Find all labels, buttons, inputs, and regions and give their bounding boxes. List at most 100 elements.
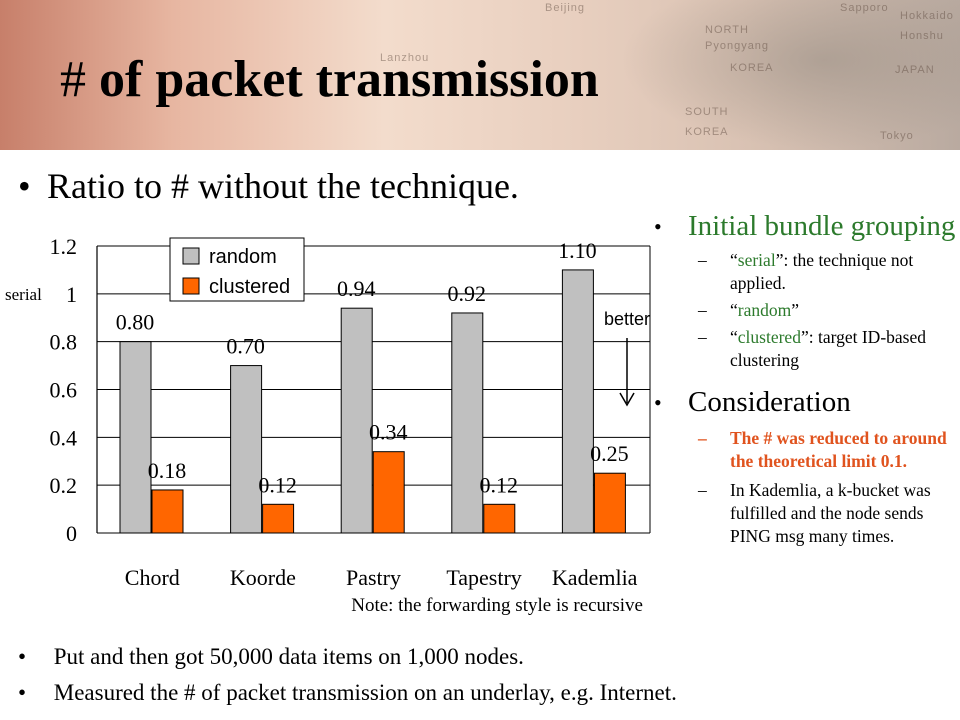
random-word: random	[737, 300, 792, 320]
x-axis-ticks: Chord Koorde Pastry Tapestry Kademlia	[125, 565, 638, 590]
chart-bars	[119, 269, 626, 534]
legend-label-random: random	[209, 246, 277, 268]
quote-open: “	[730, 300, 738, 320]
legend-swatch-clustered	[182, 277, 200, 295]
dash-marker: –	[698, 300, 707, 320]
map-label: Pyongyang	[705, 40, 770, 52]
y-tick-label: 0.6	[50, 378, 78, 403]
consideration-heading: • Consideration	[652, 386, 957, 419]
y-tick-label: 0	[66, 521, 77, 546]
y-tick-label: 1	[66, 282, 77, 307]
clustered-definition: – “clustered”: target ID-based clusterin…	[652, 326, 957, 372]
chart-legend: random clustered	[169, 237, 305, 302]
bar-clustered	[483, 503, 516, 534]
top-bullet-text: Ratio to # without the technique.	[47, 166, 519, 206]
map-label: SOUTH	[685, 106, 729, 118]
x-tick-label: Tapestry	[446, 565, 521, 590]
bar-value-label: 0.25	[590, 441, 629, 466]
map-label: KOREA	[685, 126, 729, 138]
map-label: NORTH	[705, 24, 749, 36]
bullet-marker: •	[18, 680, 27, 705]
better-arrow-head	[619, 392, 635, 407]
map-label: KOREA	[730, 62, 774, 74]
reduced-note-text: The # was reduced to around the theoreti…	[730, 428, 947, 471]
quote-open: “	[730, 327, 738, 347]
quote-open: “	[730, 250, 738, 270]
bar-random	[561, 269, 594, 534]
bar-random	[451, 312, 484, 534]
bar-chart: 00.20.40.60.811.2 0.800.180.700.120.940.…	[5, 234, 651, 616]
header-banner: Beijing NORTH Pyongyang KOREA JAPAN SOUT…	[0, 0, 960, 150]
bar-value-label: 0.12	[258, 472, 297, 497]
consideration-text: Consideration	[688, 386, 851, 418]
dash-marker: –	[698, 250, 707, 270]
y-tick-label: 0.8	[50, 330, 78, 355]
serial-rest: ”: the technique not applied.	[730, 250, 914, 293]
map-label: Beijing	[545, 2, 586, 14]
bar-random	[230, 365, 263, 534]
bullet-marker: •	[18, 166, 31, 206]
y-tick-label: 1.2	[50, 234, 78, 259]
bar-random	[340, 307, 373, 534]
bottom-bullet-2: • Measured the # of packet transmission …	[18, 680, 677, 706]
bar-clustered	[151, 489, 184, 534]
map-label: Hokkaido	[900, 10, 954, 22]
bar-value-label: 0.18	[148, 458, 187, 483]
bar-random	[119, 341, 152, 534]
bar-value-label: 1.10	[558, 238, 597, 263]
dash-marker: –	[698, 327, 707, 347]
bottom-bullet-2-text: Measured the # of packet transmission on…	[53, 680, 677, 705]
clustered-rest: ”: target ID-based clustering	[730, 327, 926, 370]
legend-swatch-random	[182, 247, 200, 265]
bottom-bullet-1: • Put and then got 50,000 data items on …	[18, 644, 524, 670]
bullet-marker: •	[654, 390, 662, 415]
bar-clustered	[372, 451, 405, 534]
top-bullet: • Ratio to # without the technique.	[18, 165, 519, 207]
y-tick-label: 0.4	[50, 425, 78, 450]
random-rest: ”	[791, 300, 800, 320]
serial-reference-label: serial	[5, 285, 42, 304]
bar-value-label: 0.92	[448, 281, 487, 306]
random-definition: – “random”	[652, 299, 957, 322]
bar-value-label: 0.34	[369, 420, 408, 445]
bullet-marker: •	[654, 214, 662, 239]
bar-value-label: 0.80	[116, 310, 155, 335]
bar-clustered	[593, 472, 626, 534]
x-tick-label: Chord	[125, 565, 180, 590]
dash-marker: –	[698, 428, 707, 448]
bar-value-label: 0.70	[226, 334, 265, 359]
chart-annotations: serial better Note: the forwarding style i…	[5, 285, 650, 616]
initial-bundle-text: Initial bundle grouping	[688, 210, 956, 242]
better-annotation: better	[604, 309, 650, 329]
map-label: Lanzhou	[380, 52, 430, 64]
title-hash: #	[60, 51, 86, 108]
bullet-marker: •	[18, 644, 27, 669]
kademlia-note: – In Kademlia, a k-bucket was fulfilled …	[652, 479, 957, 548]
map-label: JAPAN	[895, 64, 935, 76]
reduced-note: – The # was reduced to around the theore…	[652, 427, 957, 473]
kademlia-note-text: In Kademlia, a k-bucket was fulfilled an…	[730, 480, 931, 546]
bar-value-label: 0.12	[480, 472, 519, 497]
chart-data-labels: 0.80 0.18 0.70 0.12 0.94 0.34 0.92 0.12 1.10 0.25	[116, 238, 629, 497]
bar-clustered	[262, 503, 295, 534]
serial-definition: – “serial”: the technique not applied.	[652, 249, 957, 295]
x-tick-label: Pastry	[346, 565, 401, 590]
dash-marker: –	[698, 480, 707, 500]
bar-value-label: 0.94	[337, 276, 376, 301]
right-panel: • Initial bundle grouping – “serial”: th…	[652, 210, 957, 548]
x-tick-label: Kademlia	[552, 565, 638, 590]
title-text: of packet transmission	[99, 51, 599, 108]
legend-label-clustered: clustered	[209, 276, 290, 298]
initial-bundle-heading: • Initial bundle grouping	[652, 210, 957, 243]
map-label: Honshu	[900, 30, 944, 42]
slide-title: # of packet transmission	[60, 50, 599, 109]
y-tick-label: 0.2	[50, 473, 78, 498]
serial-word: serial	[737, 250, 776, 270]
forwarding-note: Note: the forwarding style is recursive	[351, 595, 643, 616]
map-background-image	[620, 0, 960, 150]
map-label: Tokyo	[880, 130, 914, 142]
map-label: Sapporo	[840, 2, 889, 14]
clustered-word: clustered	[737, 327, 801, 347]
x-tick-label: Koorde	[230, 565, 296, 590]
bottom-bullet-1-text: Put and then got 50,000 data items on 1,…	[53, 644, 524, 669]
